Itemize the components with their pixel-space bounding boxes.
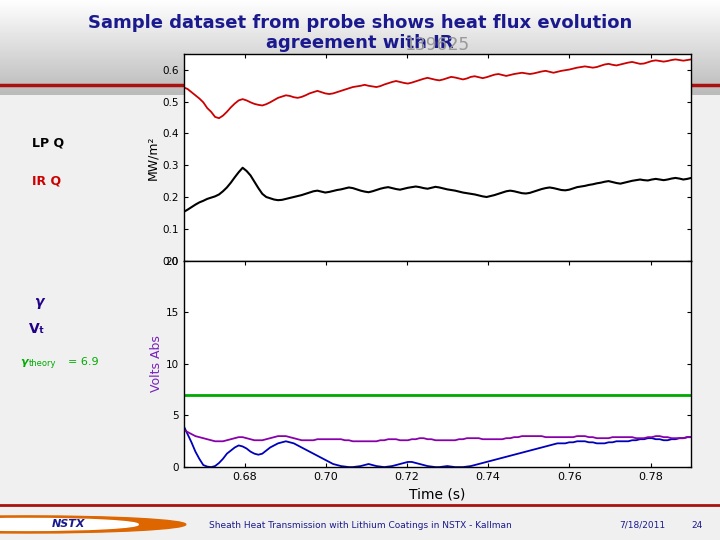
Text: γ: γ	[20, 357, 28, 367]
Bar	[0, 24, 720, 25]
Bar	[0, 0, 720, 1]
Bar	[0, 63, 720, 64]
Circle shape	[0, 516, 186, 533]
Bar	[0, 52, 720, 53]
Bar	[0, 45, 720, 46]
Bar	[0, 44, 720, 45]
Bar	[0, 26, 720, 27]
Bar	[0, 12, 720, 13]
Bar	[0, 77, 720, 78]
Bar	[0, 1, 720, 2]
Bar	[0, 71, 720, 72]
Bar	[0, 28, 720, 30]
Bar	[0, 53, 720, 55]
Bar	[0, 47, 720, 49]
Bar	[0, 21, 720, 23]
Text: = 6.9: = 6.9	[68, 357, 99, 367]
Bar	[0, 69, 720, 70]
Bar	[0, 84, 720, 85]
Y-axis label: MW/m²: MW/m²	[146, 135, 159, 179]
Bar	[0, 4, 720, 5]
Bar	[0, 39, 720, 40]
Bar	[0, 56, 720, 57]
Text: γ: γ	[35, 295, 44, 309]
Bar	[0, 42, 720, 43]
Bar	[0, 6, 720, 7]
Bar	[0, 76, 720, 77]
Title: 139625: 139625	[405, 36, 470, 54]
Bar	[0, 38, 720, 39]
Bar	[0, 23, 720, 24]
Bar	[0, 13, 720, 14]
Bar	[0, 50, 720, 51]
Bar	[0, 73, 720, 75]
Bar	[0, 17, 720, 18]
Bar	[0, 92, 720, 93]
Bar	[0, 32, 720, 33]
Text: 24: 24	[691, 521, 703, 530]
Bar	[0, 86, 720, 87]
Bar	[0, 27, 720, 28]
Bar	[0, 20, 720, 21]
Bar	[0, 5, 720, 6]
Bar	[0, 83, 720, 84]
Bar	[0, 49, 720, 50]
Bar	[0, 87, 720, 89]
Bar	[0, 31, 720, 32]
Bar	[0, 66, 720, 68]
Bar	[0, 64, 720, 65]
Bar	[0, 30, 720, 31]
Bar	[0, 55, 720, 56]
Bar	[0, 51, 720, 52]
Bar	[0, 59, 720, 60]
Text: theory: theory	[29, 360, 56, 368]
Circle shape	[0, 518, 138, 530]
Bar	[0, 90, 720, 91]
Bar	[0, 60, 720, 62]
Text: LP Q: LP Q	[32, 137, 65, 150]
Bar	[0, 79, 720, 80]
Text: Sheath Heat Transmission with Lithium Coatings in NSTX - Kallman: Sheath Heat Transmission with Lithium Co…	[209, 521, 511, 530]
Bar	[0, 78, 720, 79]
Bar	[0, 10, 720, 11]
Text: Vₜ: Vₜ	[29, 322, 45, 336]
Text: 7/18/2011: 7/18/2011	[619, 521, 665, 530]
Bar	[0, 65, 720, 66]
Bar	[0, 7, 720, 8]
Text: IR Q: IR Q	[32, 174, 61, 187]
Bar	[0, 2, 720, 4]
Bar	[0, 75, 720, 76]
Bar	[0, 82, 720, 83]
Bar	[0, 40, 720, 42]
Bar	[0, 14, 720, 15]
Bar	[0, 43, 720, 44]
Bar	[0, 19, 720, 20]
Bar	[0, 70, 720, 71]
Text: NSTX: NSTX	[52, 519, 86, 529]
Bar	[0, 89, 720, 90]
Bar	[0, 68, 720, 69]
Bar	[0, 58, 720, 59]
Bar	[0, 8, 720, 10]
Bar	[0, 33, 720, 34]
Bar	[0, 85, 720, 86]
Bar	[0, 25, 720, 26]
Bar	[0, 46, 720, 47]
Bar	[0, 36, 720, 37]
Bar	[0, 80, 720, 82]
Bar	[0, 18, 720, 19]
X-axis label: Time (s): Time (s)	[409, 488, 466, 502]
Text: Sample dataset from probe shows heat flux evolution
agreement with IR: Sample dataset from probe shows heat flu…	[88, 14, 632, 52]
Bar	[0, 57, 720, 58]
Bar	[0, 11, 720, 12]
Bar	[0, 34, 720, 36]
Bar	[0, 37, 720, 38]
Bar	[0, 93, 720, 94]
Bar	[0, 72, 720, 73]
Y-axis label: Volts Abs: Volts Abs	[150, 335, 163, 392]
Bar	[0, 91, 720, 92]
Bar	[0, 15, 720, 17]
Bar	[0, 62, 720, 63]
